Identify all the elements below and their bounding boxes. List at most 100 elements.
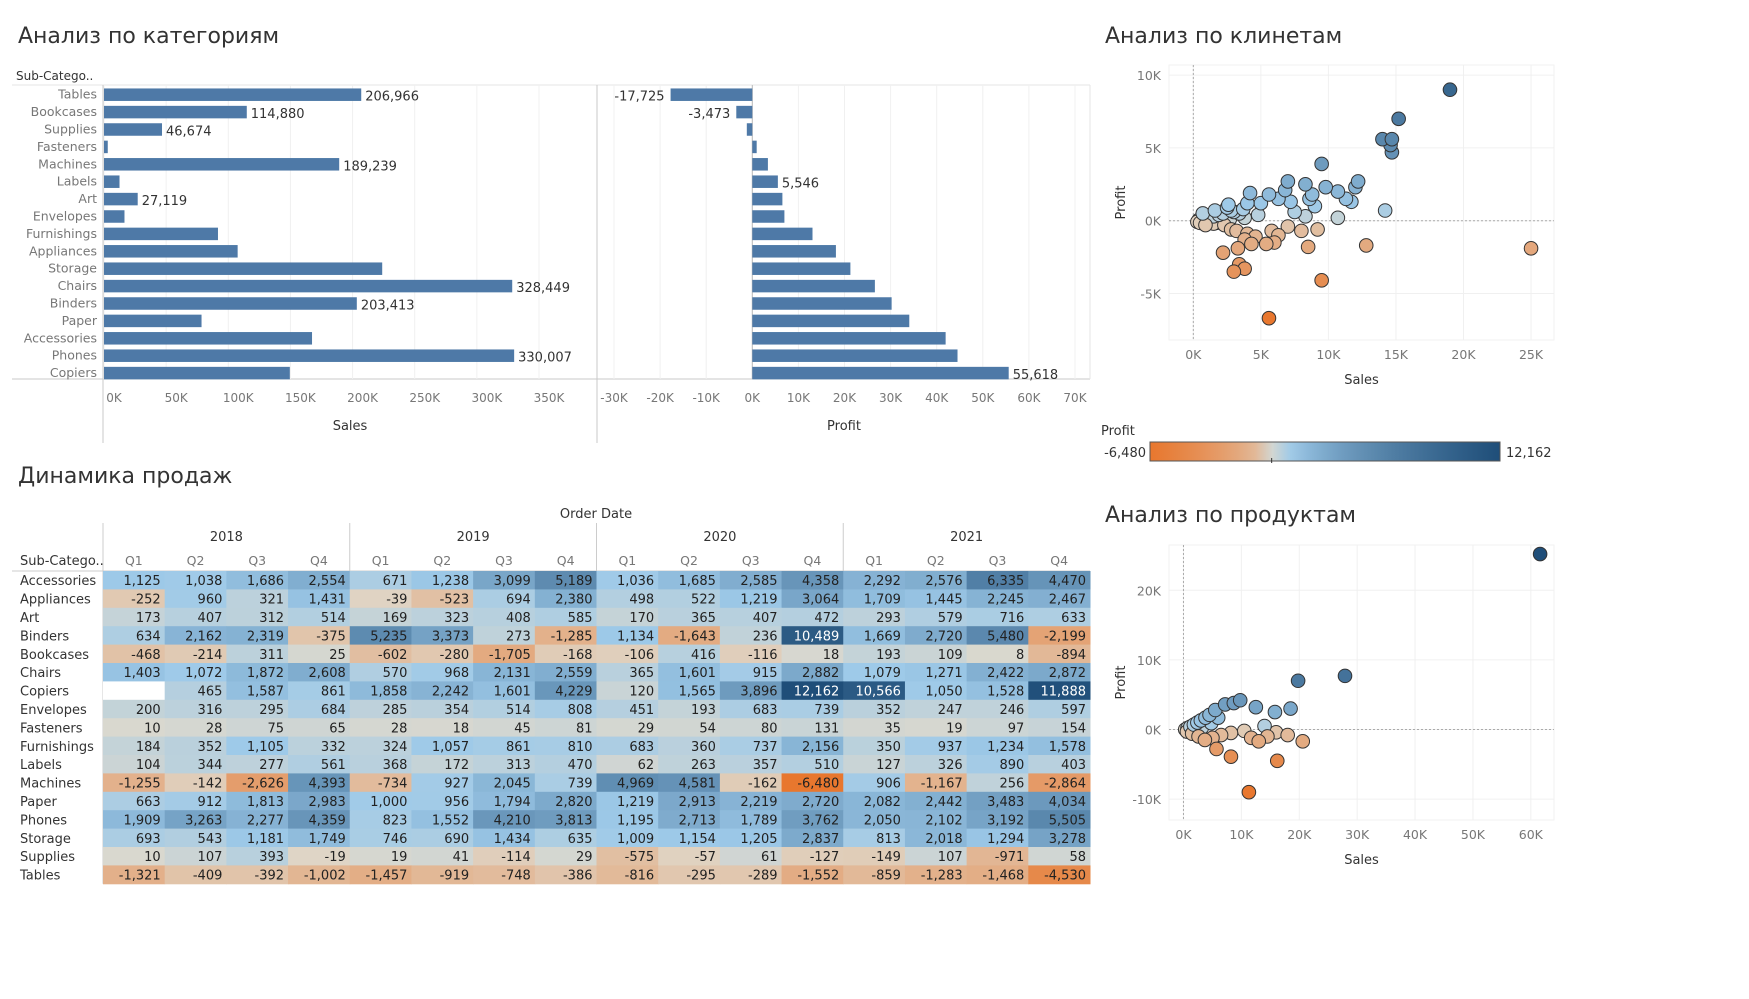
heatmap-cell-label: 1,234 <box>987 740 1024 755</box>
sales-data-label: 114,880 <box>251 107 305 122</box>
heatmap-cell-label: 1,125 <box>123 574 160 589</box>
heatmap-cell <box>349 773 412 793</box>
heatmap-cell <box>534 663 597 682</box>
heatmap-cell <box>966 699 1029 719</box>
heatmap-cell <box>966 755 1029 774</box>
heatmap-cell-label: 352 <box>198 740 223 755</box>
heatmap-cell-label: 1,601 <box>679 666 716 681</box>
heatmap-cell <box>103 736 166 756</box>
heatmap-cell <box>288 718 351 738</box>
scatter-point <box>1215 245 1231 260</box>
heatmap-cell <box>534 626 597 646</box>
heatmap-cell-label: 3,278 <box>1049 832 1086 847</box>
heatmap-cell-label: 120 <box>629 685 654 700</box>
heatmap-cell <box>473 571 536 590</box>
x-tick-label: 5K <box>1253 347 1270 362</box>
heatmap-cell-label: 1,587 <box>247 685 284 700</box>
sales-tick-label: 50K <box>165 391 189 405</box>
heatmap-cell-label: -116 <box>748 648 778 663</box>
heatmap-cell <box>226 663 289 682</box>
y-tick-label: 5K <box>1145 141 1162 156</box>
heatmap-cell <box>658 810 721 830</box>
quarter-header: Q2 <box>187 553 205 568</box>
heatmap-cell-label: 1,294 <box>987 832 1024 847</box>
heatmap-cell-label: 45 <box>514 721 531 736</box>
heatmap-cell <box>658 663 721 682</box>
heatmap-cell <box>226 791 289 811</box>
plot-area <box>1168 64 1555 341</box>
heatmap-cell <box>843 847 906 866</box>
heatmap-cell-label: 522 <box>691 593 716 608</box>
sales-data-label: 203,413 <box>361 299 415 314</box>
heatmap-cell-label: 2,380 <box>555 593 592 608</box>
x-tick-label: 20K <box>1287 827 1312 842</box>
sales-tick-label: 150K <box>285 391 317 405</box>
heatmap-cell <box>843 699 906 719</box>
heatmap-cell <box>966 663 1029 682</box>
heatmap-cell-label: 4,034 <box>1049 795 1086 810</box>
heatmap-cell <box>781 589 844 609</box>
heatmap-cell-label: 416 <box>691 648 716 663</box>
heatmap-cell-label: 2,720 <box>925 629 962 644</box>
heatmap-cell-label: -575 <box>625 850 655 865</box>
heatmap-cell <box>966 644 1029 664</box>
heatmap-cell-label: 570 <box>383 666 408 681</box>
heatmap-cell <box>658 755 721 774</box>
heatmap-cell <box>473 865 536 885</box>
products-title: Анализ по продуктам <box>1105 503 1357 528</box>
heatmap-cell <box>164 736 227 756</box>
heatmap-cell <box>966 847 1029 866</box>
scatter-point <box>1267 704 1283 720</box>
profit-bar <box>752 279 875 293</box>
heatmap-cell-label: -386 <box>563 869 593 884</box>
heatmap-cell <box>164 626 227 646</box>
heatmap-cell-label: 256 <box>999 777 1024 792</box>
heatmap-cell <box>1028 699 1091 719</box>
heatmap-cell-label: 4,210 <box>494 813 531 828</box>
heatmap-cell-label: 2,467 <box>1049 593 1086 608</box>
heatmap-cell-label: 510 <box>814 758 839 773</box>
quarter-header: Q4 <box>557 553 575 568</box>
heatmap-cell-label: 277 <box>259 758 284 773</box>
heatmap-cell <box>596 755 659 774</box>
sales-tick-label: 250K <box>409 391 441 405</box>
sales-data-label: 189,239 <box>343 159 397 174</box>
heatmap-cell <box>966 810 1029 830</box>
heatmap-cell-label: 1,050 <box>925 685 962 700</box>
heatmap-cell <box>781 865 844 885</box>
heatmap-cell <box>596 828 659 848</box>
heatmap-cell-label: -1,167 <box>921 777 963 792</box>
x-tick-label: 40K <box>1403 827 1428 842</box>
profit-tick-label: 40K <box>925 391 949 405</box>
heatmap-cell-label: 172 <box>444 758 469 773</box>
heatmap-cell-label: 739 <box>568 777 593 792</box>
heatmap-cell <box>904 663 968 682</box>
scatter-point <box>1261 310 1277 326</box>
heatmap-cell <box>719 828 783 848</box>
heatmap-cell-label: 273 <box>506 629 531 644</box>
heatmap-cell-label: 2,608 <box>309 666 346 681</box>
heatmap-cell <box>226 699 289 719</box>
profit-data-label: -3,473 <box>688 107 730 122</box>
heatmap-cell-label: 2,082 <box>864 795 901 810</box>
heatmap-cell-label: 1,909 <box>123 813 160 828</box>
heatmap-cell-label: 2,018 <box>925 832 962 847</box>
heatmap-cell-label: 10 <box>144 850 161 865</box>
sales-data-label: 206,966 <box>365 90 419 105</box>
heatmap-cell <box>534 865 597 885</box>
profit-tick-label: 0K <box>745 391 762 405</box>
category-label: Tables <box>57 87 97 102</box>
heatmap-cell-label: 1,057 <box>432 740 469 755</box>
heatmap-cell <box>966 773 1029 793</box>
heatmap-cell <box>719 663 783 682</box>
heatmap-cell-label: 4,359 <box>309 813 346 828</box>
heatmap-cell-label: -1,255 <box>119 777 161 792</box>
heatmap-cell <box>1028 626 1091 646</box>
profit-bar <box>752 332 946 345</box>
heatmap-cell-label: 4,393 <box>309 777 346 792</box>
heatmap-cell <box>288 810 351 830</box>
heatmap-cell-label: 107 <box>198 850 223 865</box>
heatmap-cell <box>349 828 412 848</box>
heatmap-row-label: Accessories <box>20 574 96 589</box>
